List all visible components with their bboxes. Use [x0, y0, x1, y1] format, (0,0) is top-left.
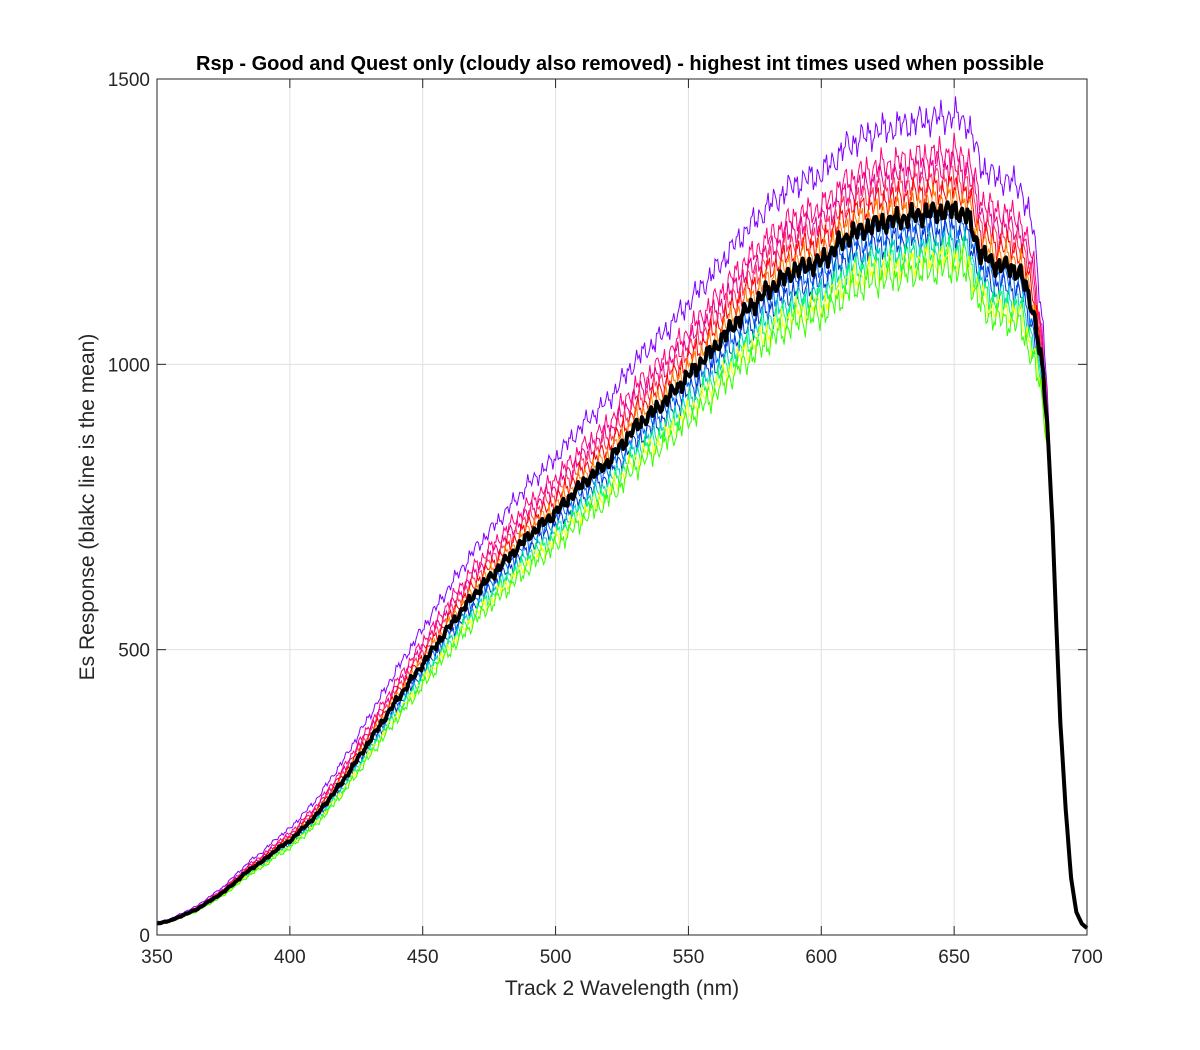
- x-tick-label: 550: [673, 947, 705, 968]
- spectrum-line: [156, 165, 1088, 929]
- x-tick-label: 500: [540, 947, 572, 968]
- mean-line-group: [156, 200, 1089, 930]
- spread-lines: [156, 96, 1088, 929]
- x-tick-label: 450: [407, 947, 439, 968]
- x-axis-label: Track 2 Wavelength (nm): [505, 977, 739, 1000]
- y-axis-ticks: 0 500 1000 1500: [108, 70, 1087, 947]
- spectrum-line: [156, 150, 1088, 929]
- y-tick-label: 1000: [108, 355, 150, 376]
- plot-frame: [156, 78, 1088, 936]
- x-tick-label: 400: [274, 947, 306, 968]
- x-tick-label: 350: [141, 947, 173, 968]
- x-tick-label: 700: [1071, 947, 1103, 968]
- y-tick-label: 1500: [108, 70, 150, 91]
- plot-area: [157, 79, 1087, 935]
- y-axis-label: Es Response (blakc line is the mean): [76, 334, 99, 681]
- y-tick-label: 500: [118, 641, 150, 662]
- x-tick-label: 650: [938, 947, 970, 968]
- spectrum-line: [156, 96, 1088, 929]
- spectrum-line: [156, 244, 1088, 929]
- mean-spectrum-line: [156, 200, 1089, 930]
- x-tick-label: 600: [805, 947, 837, 968]
- y-tick-label: 0: [139, 926, 150, 947]
- x-axis-ticks: 350 400 450 500 550 600 650 700: [141, 79, 1103, 968]
- spectrum-line: [157, 255, 1088, 929]
- chart-title: Rsp - Good and Quest only (cloudy also r…: [196, 53, 1044, 75]
- spectrum-line: [156, 227, 1088, 929]
